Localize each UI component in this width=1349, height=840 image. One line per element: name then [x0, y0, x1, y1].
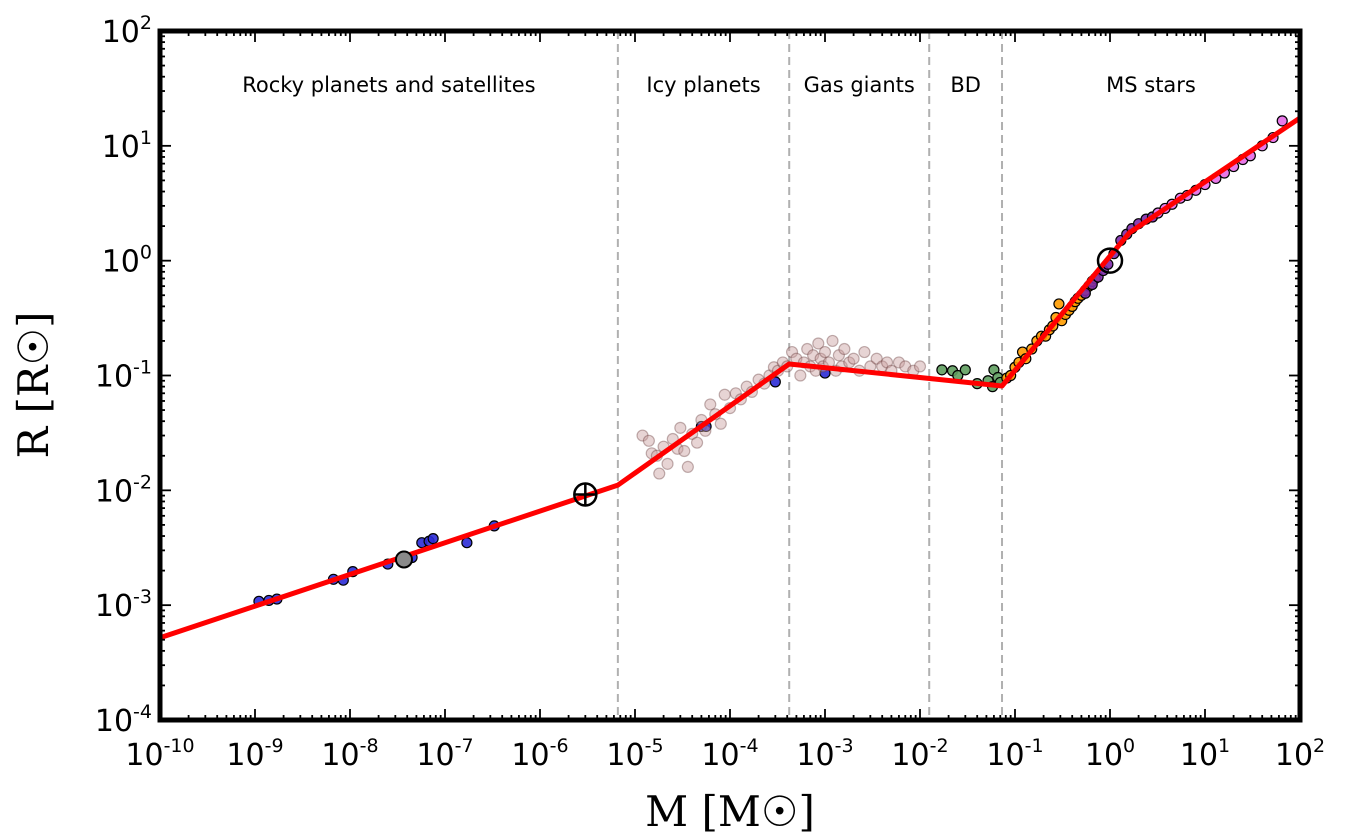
fit-line-group	[159, 115, 1302, 641]
point-rocky-11	[427, 532, 439, 545]
region-label-4: MS stars	[1106, 73, 1196, 97]
point-exoplanet-60	[899, 360, 912, 373]
plot-frame	[157, 28, 1303, 723]
point-exoplanet-38	[807, 349, 820, 362]
point-exoplanet-10	[678, 444, 691, 458]
y-tick-label: 10-2	[95, 471, 152, 509]
y-tick-labels: 10-4 10-3 10-2 10-1 100 101 102	[95, 12, 152, 739]
point-exoplanet-11	[681, 460, 694, 473]
x-tick-label: 101	[1180, 735, 1230, 773]
y-tick-label: 100	[102, 242, 152, 280]
data-points	[253, 115, 1288, 607]
y-tick-label: 10-4	[95, 701, 152, 739]
point-exoplanet-19	[718, 388, 731, 401]
reference-symbols	[394, 247, 1124, 569]
x-tick-label: 10-4	[701, 735, 758, 773]
point-exoplanet-57	[880, 356, 894, 369]
x-tick-label: 10-1	[986, 735, 1043, 773]
point-massive_star-14	[1276, 115, 1288, 127]
x-tick-label: 10-6	[511, 735, 568, 773]
point-exoplanet-0	[636, 429, 649, 442]
point-exoplanet-55	[870, 352, 883, 365]
region-label-0: Rocky planets and satellites	[242, 73, 535, 97]
point-brown_dwarf-0	[936, 364, 948, 376]
x-tick-labels: 10-10 10-9 10-8 10-7 10-6 10-5 10-4 10-3 10-2 10-…	[125, 735, 1325, 773]
point-exoplanet-53	[858, 345, 871, 359]
y-axis-title: R [R☉]	[9, 311, 58, 458]
x-tick-label: 10-9	[226, 735, 283, 773]
y-tick-label: 10-3	[95, 586, 152, 624]
y-tick-label: 102	[102, 12, 152, 50]
point-exoplanet-47	[832, 349, 845, 362]
point-exoplanet-51	[847, 352, 860, 365]
point-exoplanet-9	[674, 421, 687, 434]
point-exoplanet-4	[653, 467, 666, 480]
x-tick-label: 102	[1275, 735, 1325, 773]
point-exoplanet-62	[913, 360, 927, 373]
point-exoplanet-43	[818, 345, 832, 359]
x-axis-title: M [M☉]	[645, 787, 815, 836]
point-exoplanet-6	[661, 457, 674, 470]
point-exoplanet-18	[714, 417, 727, 430]
point-exoplanet-1	[642, 434, 655, 447]
y-tick-label: 10-1	[95, 357, 152, 395]
fit-line	[159, 115, 1302, 641]
axis-ticks	[159, 30, 1301, 721]
region-label-2: Gas giants	[804, 73, 915, 97]
point-exoplanet-13	[690, 436, 704, 449]
region-boundaries	[616, 31, 1004, 720]
region-label-3: BD	[950, 73, 981, 97]
sun-symbol	[1096, 247, 1124, 274]
point-icy-2	[769, 376, 781, 388]
x-tick-label: 100	[1085, 735, 1135, 773]
point-brown_dwarf-3	[959, 364, 971, 376]
x-tick-label: 10-10	[125, 735, 194, 773]
x-tick-label: 10-5	[606, 735, 663, 773]
x-tick-label: 10-2	[891, 735, 948, 773]
point-exoplanet-34	[794, 369, 807, 382]
moon-symbol	[394, 550, 413, 569]
x-tick-label: 10-3	[796, 735, 853, 773]
x-tick-label: 10-8	[321, 735, 378, 773]
point-exoplanet-32	[785, 345, 799, 359]
point-exoplanet-36	[801, 342, 814, 356]
region-label-1: Icy planets	[646, 73, 760, 97]
point-exoplanet-45	[826, 334, 839, 348]
point-exoplanet-41	[814, 352, 827, 365]
point-exoplanet-40	[812, 337, 825, 350]
region-labels: Rocky planets and satellites Icy planets G…	[242, 73, 1196, 97]
point-exoplanet-59	[892, 356, 906, 369]
y-tick-label: 101	[102, 127, 152, 165]
point-m_dwarf-13	[1053, 298, 1065, 310]
x-tick-label: 10-7	[416, 735, 473, 773]
point-exoplanet-49	[838, 342, 851, 356]
point-exoplanet-16	[704, 398, 717, 411]
